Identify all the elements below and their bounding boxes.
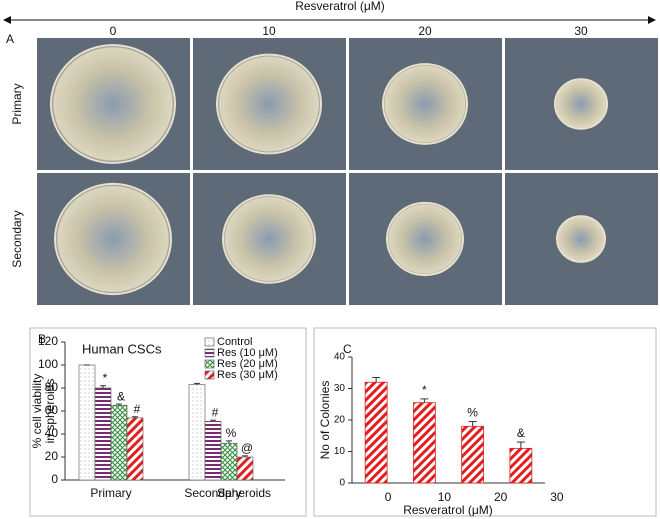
- x-axis-label: Spheroids: [217, 486, 271, 500]
- bar: [364, 381, 388, 484]
- significance-mark: *: [422, 383, 427, 397]
- legend-label: Control: [217, 336, 252, 348]
- row-label: Secondary: [10, 210, 24, 267]
- bar: [110, 404, 128, 481]
- spheroid: [216, 53, 322, 155]
- panel-frame: [29, 327, 307, 517]
- bar: [94, 387, 112, 481]
- column-label: 0: [110, 24, 117, 38]
- bar: [461, 425, 485, 484]
- bar: [412, 402, 436, 484]
- y-tick-label: 20: [334, 415, 346, 426]
- panel-label: A: [6, 32, 14, 46]
- y-axis-label: % cell viability: [30, 374, 44, 449]
- panel-label: C: [343, 342, 352, 356]
- significance-mark: %: [467, 406, 478, 420]
- legend-label: Res (30 μM): [217, 369, 278, 381]
- legend-swatch: [204, 337, 215, 347]
- y-tick-label: 120: [38, 334, 58, 348]
- bar: [220, 442, 238, 481]
- x-axis-label: Resveratrol (μM): [403, 503, 493, 517]
- spheroid: [386, 201, 464, 277]
- panel-a-title: Resveratrol (μM): [295, 0, 385, 13]
- micrographs: [37, 38, 658, 305]
- y-tick-label: 0: [339, 478, 345, 489]
- bar: [126, 417, 144, 481]
- chart-title: Human CSCs: [82, 341, 162, 356]
- legend-swatch: [204, 348, 215, 358]
- spheroid: [222, 194, 316, 284]
- x-tick-label: Primary: [90, 486, 131, 500]
- column-label: 30: [574, 24, 588, 38]
- y-tick-label: 100: [38, 357, 58, 371]
- y-tick-label: 40: [45, 426, 59, 440]
- panel-frame: [313, 327, 657, 517]
- significance-mark: #: [212, 405, 219, 419]
- spheroid: [382, 63, 468, 145]
- y-tick-label: 40: [334, 352, 346, 363]
- bar: [204, 421, 222, 481]
- x-tick-label: 30: [550, 490, 564, 504]
- y-tick-label: 20: [45, 449, 59, 463]
- x-tick-label: 0: [385, 490, 392, 504]
- significance-mark: %: [226, 426, 237, 440]
- y-axis-label: in spheroids: [43, 379, 57, 444]
- row-label: Primary: [10, 83, 24, 124]
- significance-mark: &: [117, 389, 125, 403]
- y-tick-label: 10: [334, 446, 346, 457]
- legend-swatch: [204, 359, 215, 369]
- significance-mark: #: [134, 402, 141, 416]
- bar: [509, 447, 533, 484]
- x-tick-label: 20: [494, 490, 508, 504]
- x-tick-label: 10: [438, 490, 452, 504]
- legend-swatch: [204, 370, 215, 380]
- x-tick-label: Secondary: [184, 486, 241, 500]
- bar: [236, 456, 254, 481]
- spheroid: [50, 44, 176, 164]
- significance-mark: &: [517, 426, 525, 440]
- significance-mark: *: [103, 371, 108, 385]
- y-axis-label: No of Colonies: [318, 381, 332, 460]
- panel-label: B: [38, 332, 46, 346]
- column-label: 10: [262, 24, 276, 38]
- y-tick-label: 80: [45, 380, 59, 394]
- legend-label: Res (20 μM): [217, 358, 278, 370]
- column-label: 20: [418, 24, 432, 38]
- spheroid: [554, 78, 608, 130]
- spheroid: [556, 215, 606, 263]
- y-tick-label: 30: [334, 383, 346, 394]
- significance-mark: @: [241, 441, 253, 455]
- bar: [188, 384, 206, 481]
- spheroid: [54, 182, 172, 296]
- legend-label: Res (10 μM): [217, 347, 278, 359]
- bar: [78, 364, 96, 481]
- y-tick-label: 60: [45, 403, 59, 417]
- y-tick-label: 0: [51, 472, 58, 486]
